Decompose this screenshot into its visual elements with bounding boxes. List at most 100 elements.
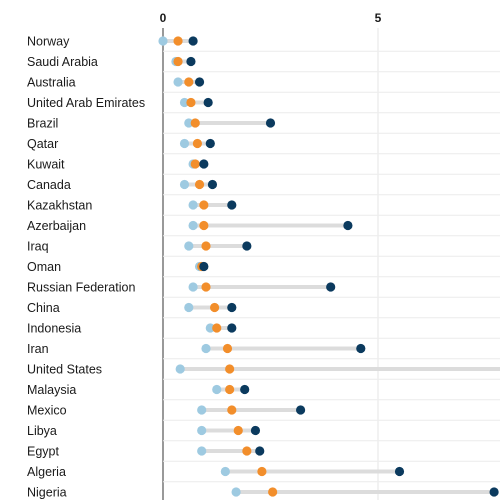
- data-point: [212, 323, 222, 333]
- data-point: [188, 282, 198, 292]
- country-label: Egypt: [27, 445, 59, 459]
- data-point: [227, 323, 237, 333]
- chart-row: Nigeria: [27, 486, 499, 500]
- country-label: Saudi Arabia: [27, 55, 98, 69]
- data-point: [188, 200, 198, 210]
- data-point: [227, 200, 237, 210]
- data-point: [343, 220, 353, 231]
- data-point: [179, 179, 190, 190]
- data-point: [205, 138, 215, 149]
- country-label: Norway: [27, 35, 70, 49]
- data-point: [199, 159, 209, 169]
- chart-row: Libya: [27, 424, 261, 438]
- chart-row: Norway: [27, 35, 198, 49]
- chart-row: United States: [27, 363, 500, 377]
- data-point: [255, 446, 265, 456]
- data-point: [199, 200, 209, 210]
- chart-row: Oman: [27, 260, 209, 274]
- data-point: [197, 446, 207, 456]
- data-point: [326, 282, 336, 292]
- data-point: [394, 466, 405, 477]
- row-separators: [163, 50, 500, 483]
- country-label: Brazil: [27, 117, 58, 131]
- data-point: [194, 77, 205, 87]
- data-point: [188, 220, 198, 231]
- data-point: [268, 487, 278, 497]
- data-point: [188, 36, 198, 46]
- data-point: [296, 405, 306, 415]
- data-point: [173, 36, 183, 46]
- gridlines: [162, 28, 379, 500]
- chart-row: Kazakhstan: [27, 199, 237, 213]
- chart-row: Qatar: [27, 137, 215, 151]
- data-point: [242, 446, 252, 456]
- data-point: [179, 97, 190, 108]
- chart-row: Brazil: [27, 117, 276, 131]
- data-point: [356, 343, 366, 354]
- chart-row: Iran: [27, 342, 366, 356]
- data-point: [186, 97, 196, 108]
- data-point: [210, 302, 220, 313]
- country-label: Algeria: [27, 465, 66, 479]
- data-point: [199, 220, 209, 231]
- data-point: [186, 56, 196, 67]
- chart-row: Australia: [27, 76, 205, 90]
- data-point: [240, 384, 250, 395]
- data-point: [173, 77, 183, 87]
- country-label: Qatar: [27, 137, 58, 151]
- data-point: [179, 138, 190, 149]
- chart-row: Kuwait: [27, 158, 209, 172]
- chart-row: Egypt: [27, 445, 265, 459]
- chart-rows: Norway Saudi Arabia Australia United Arab E…: [27, 35, 500, 500]
- chart-row: Azerbaijan: [27, 219, 353, 233]
- data-point: [257, 466, 267, 477]
- country-label: Libya: [27, 424, 57, 438]
- data-point: [242, 241, 252, 251]
- data-point: [220, 466, 230, 477]
- data-point: [192, 138, 202, 149]
- country-label: Russian Federation: [27, 281, 135, 295]
- country-label: China: [27, 301, 60, 315]
- data-point: [184, 118, 194, 128]
- country-label: Nigeria: [27, 486, 67, 500]
- chart-row: Malaysia: [27, 383, 250, 397]
- data-point: [175, 364, 185, 374]
- chart-row: Algeria: [27, 465, 405, 479]
- data-point: [250, 425, 261, 436]
- data-point: [201, 343, 211, 354]
- country-label: Kazakhstan: [27, 199, 92, 213]
- chart-row: United Arab Emirates: [27, 96, 213, 110]
- country-label: Indonesia: [27, 322, 81, 336]
- data-point: [231, 487, 241, 497]
- country-label: Australia: [27, 76, 76, 90]
- chart-row: China: [27, 301, 237, 315]
- data-point: [199, 261, 209, 272]
- data-point: [190, 118, 200, 128]
- data-point: [201, 241, 211, 251]
- data-point: [201, 282, 211, 292]
- chart-row: Canada: [27, 178, 218, 192]
- chart-row: Russian Federation: [27, 281, 336, 295]
- chart-row: Saudi Arabia: [27, 55, 196, 69]
- chart-row: Mexico: [27, 404, 306, 418]
- data-point: [184, 77, 194, 87]
- country-label: United Arab Emirates: [27, 96, 145, 110]
- data-point: [233, 425, 243, 436]
- data-point: [225, 384, 235, 395]
- data-point: [265, 118, 276, 128]
- data-point: [227, 302, 237, 313]
- data-point: [184, 302, 194, 313]
- x-tick-label: 5: [375, 11, 382, 25]
- data-point: [212, 384, 222, 395]
- data-point: [207, 179, 218, 190]
- x-axis-ticks: 0510: [160, 11, 382, 25]
- data-point: [173, 56, 183, 67]
- data-point: [203, 97, 213, 108]
- data-point: [197, 425, 207, 436]
- chart-row: Indonesia: [27, 322, 237, 336]
- data-point: [489, 487, 499, 497]
- chart-row: Iraq: [27, 240, 252, 254]
- country-label: Canada: [27, 178, 71, 192]
- data-point: [225, 364, 235, 374]
